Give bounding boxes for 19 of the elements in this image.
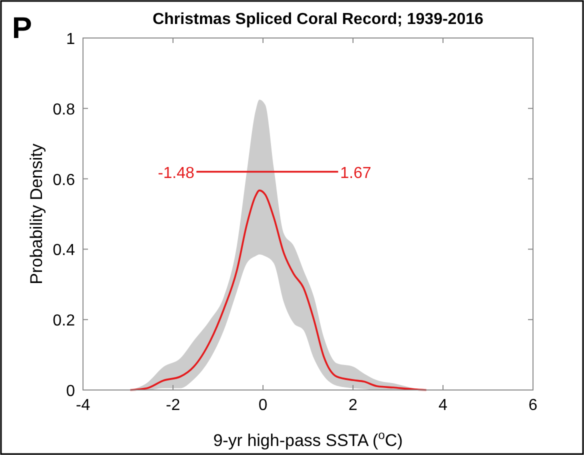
x-tick-label: -2	[166, 397, 180, 414]
y-tick-label: 0.6	[52, 172, 76, 189]
x-tick-label: 6	[528, 397, 538, 414]
y-tick-label: 0.2	[52, 312, 76, 330]
y-tick-label: 1	[66, 31, 76, 48]
annotation: -1.48	[158, 164, 194, 182]
chart-title: Christmas Spliced Coral Record; 1939-2016	[152, 11, 484, 28]
y-tick-label: 0.4	[52, 242, 76, 260]
y-tick-label: 0.8	[52, 101, 76, 118]
x-tick-label: 2	[348, 397, 358, 414]
text: P	[12, 12, 32, 45]
annotation: 1.67	[340, 164, 372, 182]
x-tick-label: 4	[438, 397, 448, 414]
x-axis-title: 9-yr high-pass SSTA ($^{o}$C)	[213, 428, 403, 450]
y-axis-title: Probability Density	[27, 143, 46, 284]
x-tick-label: 0	[258, 397, 268, 414]
line-series	[129, 190, 428, 391]
y-tick-label: 0	[66, 383, 76, 400]
x-tick-label: -4	[76, 397, 90, 414]
